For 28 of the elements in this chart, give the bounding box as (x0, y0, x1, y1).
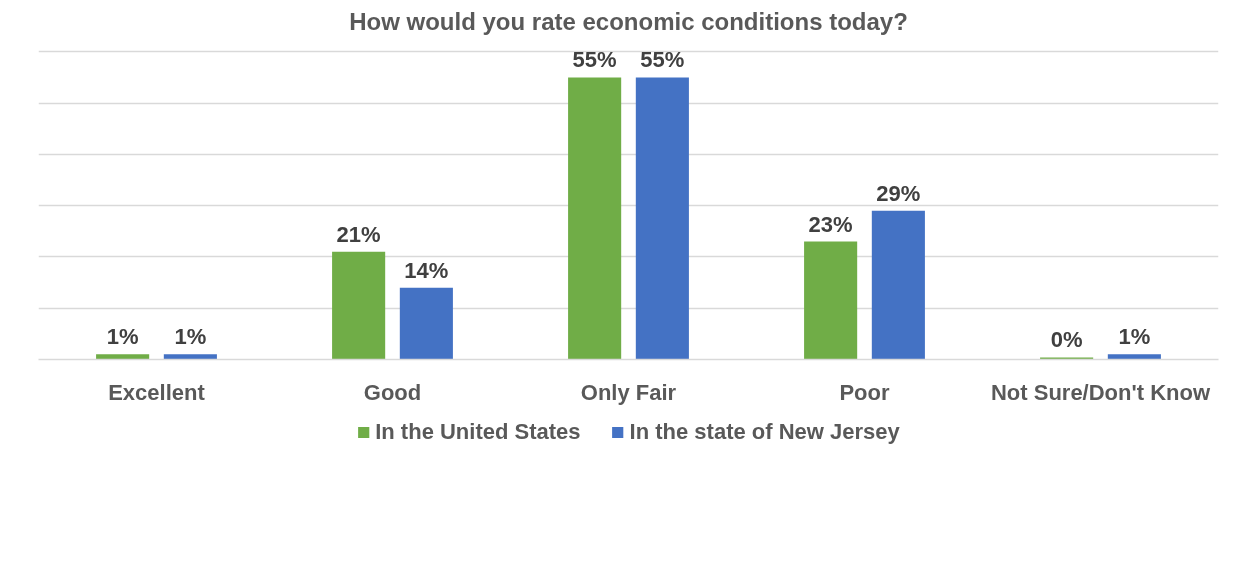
data-label: 1% (106, 324, 139, 350)
x-tick-label: Only Fair (580, 379, 677, 405)
data-label: 21% (336, 221, 381, 247)
x-tick-label: Not Sure/Don't Know (990, 379, 1211, 405)
legend-label: In the United States (375, 419, 581, 445)
bar (1107, 354, 1161, 360)
data-label: 29% (876, 180, 921, 206)
x-tick-label: Excellent (108, 379, 206, 405)
legend-label: In the state of New Jersey (629, 419, 900, 445)
bar (804, 241, 858, 360)
x-tick-label: Good (363, 379, 422, 405)
data-label: 23% (808, 211, 853, 237)
x-tick-label: Poor (839, 379, 890, 405)
bar (332, 251, 386, 360)
bar (399, 287, 453, 360)
bar (96, 354, 150, 360)
data-label: 0% (1050, 327, 1083, 353)
data-label: 14% (404, 257, 449, 283)
bar (871, 210, 925, 360)
bar (163, 354, 217, 360)
data-label: 1% (174, 324, 207, 350)
data-label: 55% (640, 47, 685, 73)
data-label: 1% (1118, 324, 1151, 350)
data-label: 55% (572, 47, 617, 73)
bar (568, 77, 622, 360)
chart-title: How would you rate economic conditions today? (349, 7, 908, 35)
bar (635, 77, 689, 360)
bar (1040, 357, 1094, 360)
